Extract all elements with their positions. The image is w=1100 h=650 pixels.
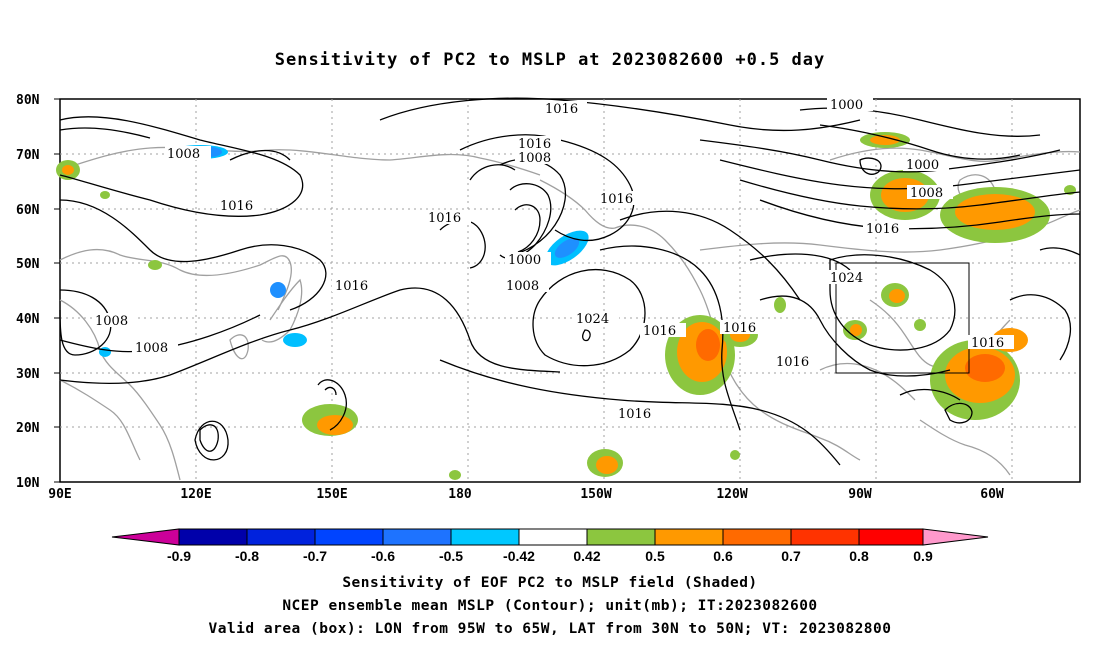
colorbar-label: -0.7 bbox=[303, 548, 327, 564]
lat-label: 20N bbox=[16, 421, 40, 436]
lat-label: 80N bbox=[16, 93, 40, 108]
lat-label: 50N bbox=[16, 257, 40, 272]
lon-label: 90W bbox=[848, 487, 872, 502]
lat-label: 10N bbox=[16, 476, 40, 491]
colorbar-label: 0.7 bbox=[781, 548, 801, 564]
mslp-contours bbox=[59, 97, 1081, 466]
lon-label: 150W bbox=[580, 487, 611, 502]
contour-label: 1008 bbox=[910, 186, 943, 201]
contour-label: 1008 bbox=[135, 341, 168, 356]
contour-label: 1016 bbox=[866, 222, 899, 237]
lon-label: 60W bbox=[980, 487, 1004, 502]
colorbar-label: 0.5 bbox=[645, 548, 665, 564]
colorbar bbox=[111, 528, 989, 546]
lat-label: 30N bbox=[16, 367, 40, 382]
contour-label: 1016 bbox=[643, 324, 676, 339]
caption-valid-area: Valid area (box): LON from 95W to 65W, L… bbox=[208, 621, 892, 637]
lat-label: 70N bbox=[16, 148, 40, 163]
colorbar-label: -0.9 bbox=[167, 548, 191, 564]
colorbar-labels: -0.9 -0.8 -0.7 -0.6 -0.5 -0.42 0.42 0.5 … bbox=[167, 548, 933, 564]
contour-label: 1016 bbox=[776, 355, 809, 370]
lat-ticks bbox=[54, 98, 60, 483]
contour-label: 1008 bbox=[95, 314, 128, 329]
contour-label: 1000 bbox=[906, 158, 939, 173]
colorbar-label: -0.42 bbox=[503, 548, 535, 564]
figure-title: Sensitivity of PC2 to MSLP at 2023082600… bbox=[274, 50, 826, 70]
colorbar-label: -0.5 bbox=[439, 548, 463, 564]
contour-label: 1016 bbox=[971, 336, 1004, 351]
contour-label: 1024 bbox=[576, 312, 609, 327]
contour-label: 1016 bbox=[335, 279, 368, 294]
contour-label: 1008 bbox=[518, 151, 551, 166]
lon-label: 120W bbox=[716, 487, 747, 502]
lon-label: 120E bbox=[180, 487, 211, 502]
lon-axis: 90E 120E 150E 180 150W 120W 90W 60W bbox=[48, 487, 1004, 502]
lat-label: 60N bbox=[16, 203, 40, 218]
contour-label: 1000 bbox=[830, 98, 863, 113]
colorbar-label: 0.6 bbox=[713, 548, 733, 564]
contour-labels: 1016 1000 1016 1008 1008 1016 1016 1000 … bbox=[95, 98, 1005, 422]
contour-label: 1008 bbox=[167, 147, 200, 162]
lat-label: 40N bbox=[16, 312, 40, 327]
colorbar-label: 0.42 bbox=[573, 548, 600, 564]
colorbar-label: 0.9 bbox=[913, 548, 933, 564]
caption-shaded: Sensitivity of EOF PC2 to MSLP field (Sh… bbox=[342, 575, 758, 591]
lat-axis: 80N 70N 60N 50N 40N 30N 20N 10N bbox=[16, 93, 40, 491]
gridlines bbox=[60, 99, 1080, 482]
colorbar-label: -0.6 bbox=[371, 548, 395, 564]
caption-contour: NCEP ensemble mean MSLP (Contour); unit(… bbox=[282, 598, 818, 614]
contour-label: 1016 bbox=[518, 137, 551, 152]
lon-label: 90E bbox=[48, 487, 71, 502]
contour-label: 1016 bbox=[723, 321, 756, 336]
contour-label: 1016 bbox=[545, 102, 578, 117]
valid-area-box bbox=[835, 262, 970, 374]
contour-label: 1000 bbox=[508, 253, 541, 268]
contour-label: 1008 bbox=[506, 279, 539, 294]
colorbar-label: -0.8 bbox=[235, 548, 259, 564]
contour-label: 1016 bbox=[220, 199, 253, 214]
lon-label: 150E bbox=[316, 487, 347, 502]
lon-label: 180 bbox=[448, 487, 472, 502]
contour-label: 1016 bbox=[600, 192, 633, 207]
colorbar-label: 0.8 bbox=[849, 548, 869, 564]
contour-label: 1016 bbox=[428, 211, 461, 226]
contour-label: 1024 bbox=[830, 271, 863, 286]
contour-label: 1016 bbox=[618, 407, 651, 422]
